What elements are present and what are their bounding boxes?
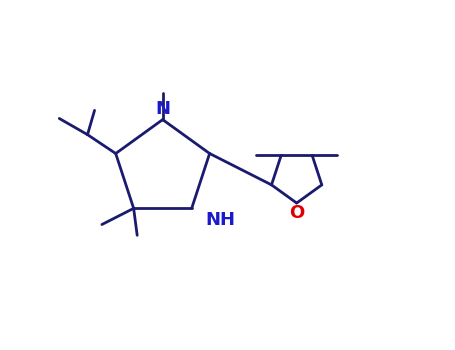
Text: O: O	[289, 204, 304, 222]
Text: N: N	[155, 100, 170, 118]
Text: NH: NH	[206, 211, 236, 229]
